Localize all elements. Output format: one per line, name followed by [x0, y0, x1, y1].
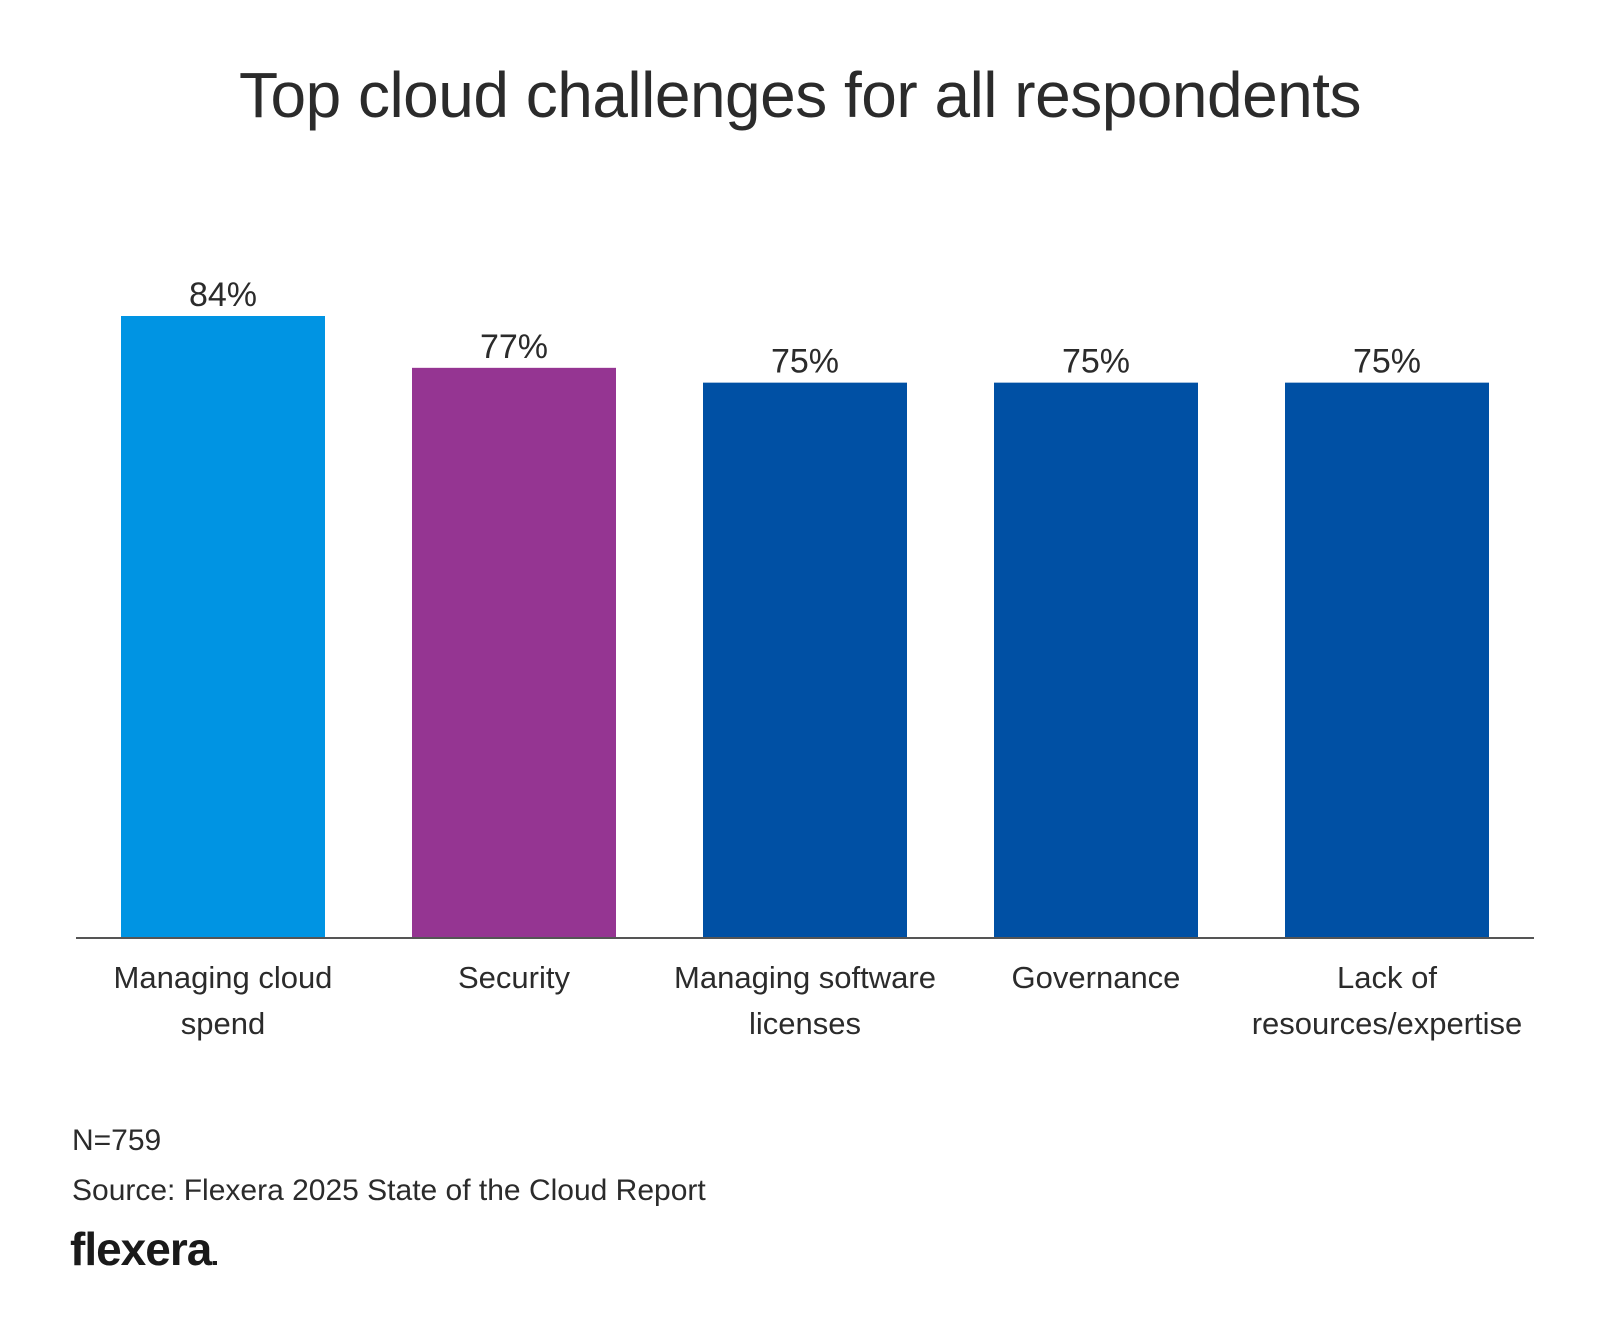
flexera-logo: flexera [70, 1222, 218, 1276]
category-label-line: Managing cloud [114, 960, 333, 995]
bars-layer [121, 316, 1489, 939]
category-label-line: Governance [1012, 960, 1181, 995]
value-label-1: 84% [189, 276, 257, 314]
bar-5 [1285, 382, 1489, 939]
category-label-line: Lack of [1337, 960, 1437, 995]
category-label-line: Security [458, 960, 570, 995]
source-note: Source: Flexera 2025 State of the Cloud … [72, 1174, 706, 1207]
chart-title: Top cloud challenges for all respondents [238, 59, 1362, 131]
category-label-4: Governance [1012, 960, 1181, 995]
category-label-line: resources/expertise [1252, 1006, 1523, 1041]
category-label-1: Managing cloud spend [114, 960, 333, 1041]
category-label-3: Managing software licenses [674, 960, 936, 1041]
sample-size-note: N=759 [72, 1124, 162, 1157]
flexera-logo-text: flexera [70, 1223, 212, 1275]
value-label-3: 75% [771, 343, 839, 381]
bar-1 [121, 316, 325, 938]
category-label-line: spend [181, 1006, 265, 1041]
category-label-line: licenses [749, 1006, 861, 1041]
category-label-2: Security [458, 960, 570, 995]
bar-2 [412, 367, 616, 938]
value-labels-layer: 84% 77% 75% 75% 75% [189, 276, 1421, 381]
value-label-4: 75% [1062, 343, 1130, 381]
bar-chart: 84% 77% 75% 75% 75% Managing cloud spend Secur… [76, 276, 1534, 1041]
bar-3 [703, 382, 907, 939]
value-label-2: 77% [480, 328, 548, 366]
category-labels-layer: Managing cloud spend Security Managing soft… [114, 960, 1523, 1041]
bar-4 [994, 382, 1198, 939]
category-label-line: Managing software [674, 960, 936, 995]
category-label-5: Lack of resources/expertise [1252, 960, 1523, 1041]
logo-dot-icon [213, 1261, 218, 1265]
value-label-5: 75% [1353, 343, 1421, 381]
